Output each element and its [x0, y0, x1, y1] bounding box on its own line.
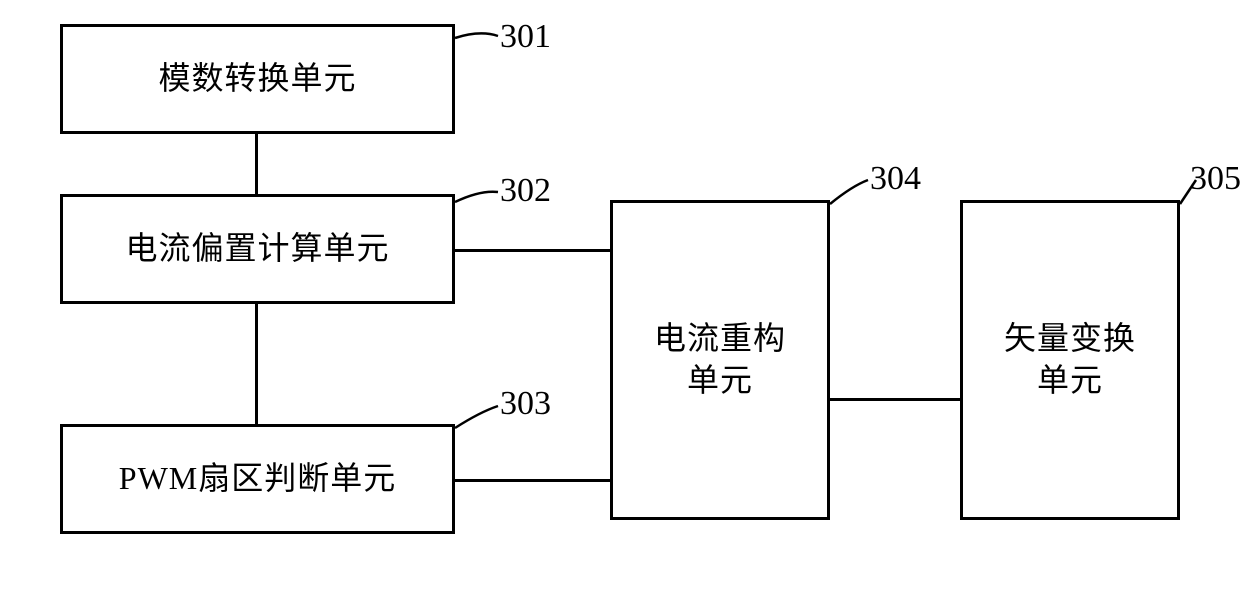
- block-label: 电流重构 单元: [654, 318, 786, 401]
- block-n301: 模数转换单元: [60, 24, 455, 134]
- connector-n302-n304: [455, 249, 610, 252]
- ref-label-303: 303: [500, 385, 551, 423]
- ref-label-305: 305: [1190, 160, 1240, 198]
- connector-n304-n305: [830, 398, 960, 401]
- block-label: 电流偏置计算单元: [125, 228, 389, 270]
- block-n302: 电流偏置计算单元: [60, 194, 455, 304]
- diagram-canvas: 模数转换单元 301 电流偏置计算单元 302 PWM扇区判断单元 303 电流重构 单元 3…: [0, 0, 1240, 594]
- ref-label-302: 302: [500, 172, 551, 210]
- block-label: 矢量变换 单元: [1004, 318, 1136, 401]
- connector-n301-n302: [255, 134, 258, 194]
- block-n304: 电流重构 单元: [610, 200, 830, 520]
- block-label: 模数转换单元: [158, 58, 356, 100]
- connector-n303-n304: [455, 479, 610, 482]
- block-n305: 矢量变换 单元: [960, 200, 1180, 520]
- block-label: PWM扇区判断单元: [119, 458, 396, 500]
- ref-label-301: 301: [500, 18, 551, 56]
- connector-n302-n303: [255, 304, 258, 424]
- ref-label-304: 304: [870, 160, 921, 198]
- block-n303: PWM扇区判断单元: [60, 424, 455, 534]
